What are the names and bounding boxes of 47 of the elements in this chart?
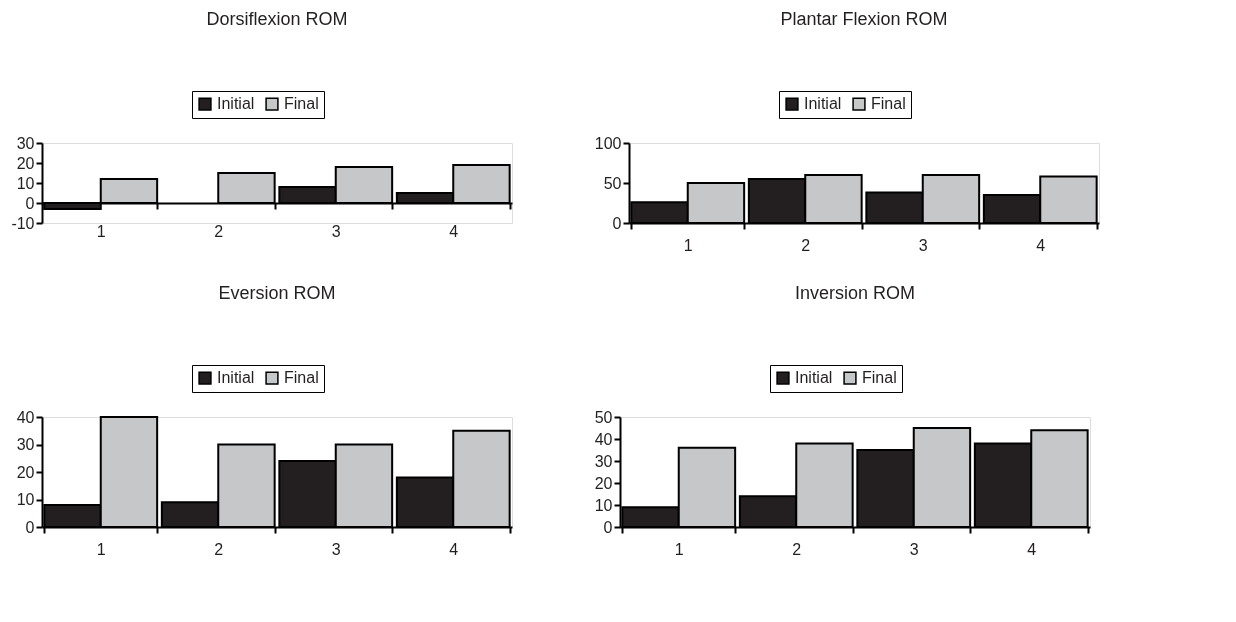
x-tick-label: 1 [96,222,106,240]
y-tick-label: 10 [16,174,35,192]
x-tick-label: 3 [331,222,341,240]
y-tick-label: 10 [16,491,35,508]
x-tick-label: 3 [909,540,919,558]
x-tick-label: 2 [214,222,224,240]
chart-title: Dorsiflexion ROM [206,8,348,29]
y-tick-label: 10 [594,496,613,514]
x-tick-label: 4 [1036,236,1046,254]
x-tick-label: 2 [801,236,811,254]
x-tick-label: 1 [96,540,106,558]
y-tick-label: 20 [594,474,613,492]
x-tick-label: 4 [449,540,459,558]
x-tick-label: 2 [792,540,802,558]
y-tick-label: -10 [11,214,35,232]
legend-label: Initial [795,369,833,387]
legend-label: Initial [217,95,255,113]
legend-label: Final [284,95,319,113]
y-tick-label: 30 [16,436,35,453]
legend-label: Initial [804,95,842,113]
y-tick-label: 20 [16,463,35,481]
y-tick-label: 40 [594,430,613,448]
legend-label: Final [284,369,319,387]
x-tick-label: 3 [918,236,928,254]
x-tick-label: 4 [449,222,459,240]
y-tick-label: 50 [603,174,622,192]
y-tick-label: 30 [16,134,35,152]
chart-title: Plantar Flexion ROM [780,8,948,29]
legend-label: Final [862,369,897,387]
y-tick-label: 20 [16,154,35,172]
x-tick-label: 2 [214,540,224,558]
y-tick-label: 0 [25,194,35,212]
chart-title: Eversion ROM [218,282,336,303]
x-tick-label: 4 [1027,540,1037,558]
y-tick-label: 30 [594,452,613,470]
y-tick-label: 0 [612,214,622,232]
x-tick-label: 1 [683,236,693,254]
y-tick-label: 100 [594,134,622,152]
legend-label: Initial [217,369,255,387]
x-tick-label: 1 [674,540,684,558]
y-tick-label: 50 [594,408,613,426]
y-tick-label: 40 [16,408,35,426]
y-tick-label: 0 [603,518,613,536]
x-tick-label: 3 [331,540,341,558]
legend-label: Final [871,95,906,113]
y-tick-label: 0 [25,518,35,536]
chart-title: Inversion ROM [794,282,916,303]
